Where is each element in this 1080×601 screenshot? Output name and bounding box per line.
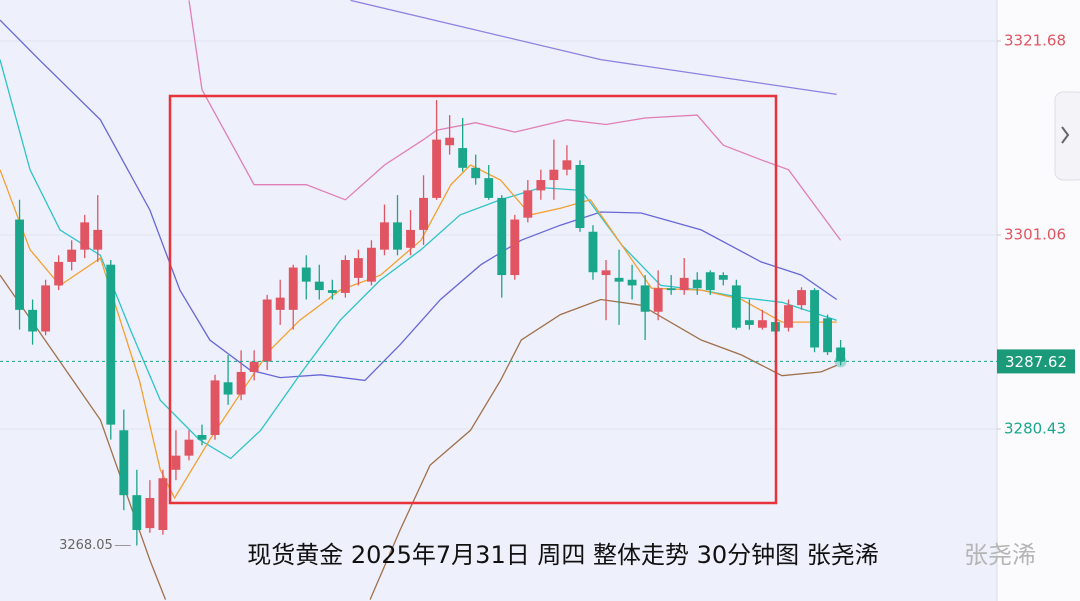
candle-body [562,160,572,170]
candle-body [744,320,754,325]
candle-body [823,318,833,353]
low-label: 3268.05 [59,538,113,553]
candle-body [601,270,611,276]
candle-body [471,167,481,179]
candle-body [458,148,468,168]
candle-body [797,290,806,306]
axis-background [997,0,1080,601]
highlight-box [168,94,778,505]
indicator-line [0,164,837,500]
candle-body [275,297,285,310]
candle-body [262,299,272,362]
candle-body [614,277,624,282]
candle-body [15,219,24,310]
candle-body [575,164,585,229]
candle-body [484,178,494,198]
candle-body [184,439,194,456]
candle-body [54,261,64,286]
indicator-line [0,19,838,382]
candle-body [236,371,246,395]
candle-body [510,219,520,276]
candle-body [731,285,741,328]
candle-body [810,290,819,348]
chevron-icon [1061,126,1070,144]
caption: 现货黄金 2025年7月31日 周四 整体走势 30分钟图 张尧浠 [247,541,879,569]
candle-body [549,169,559,181]
candle-body [393,222,402,250]
candle-body [301,267,311,282]
y-tick-label: 3301.06 [1004,225,1066,243]
candle-body [692,279,702,289]
candle-body [536,180,546,191]
candle-body [106,264,116,425]
candle-body [784,305,793,328]
price-tag-label: 3287.62 [1005,353,1067,371]
candle-body [171,455,181,470]
candle-body [836,347,846,362]
candle-body [353,258,363,278]
y-tick-label: 3321.68 [1004,32,1066,50]
candle-body [380,222,389,250]
candle-body [653,288,663,312]
candle-body [93,229,103,250]
candle-body [158,478,168,530]
candle-body [367,247,376,282]
plot-layer: 3268.05 [0,0,997,600]
candle-body [705,272,715,291]
candle-body [679,277,689,291]
candle-body [288,267,298,310]
candle-body [41,285,51,332]
indicator-line [350,0,837,96]
candle-body [80,222,90,250]
candle-body [340,260,350,293]
candle-body [197,434,207,440]
candle-body [314,281,324,291]
candle-body [327,290,337,293]
candle-body [432,139,442,198]
candle-body [406,229,415,248]
candle-body [28,309,38,332]
candle-body [210,380,220,435]
candle-body [718,275,728,280]
candle-body [627,279,637,286]
price-tag [997,349,1075,374]
candle-body [67,249,77,262]
candle-body [523,190,533,218]
candle-body [132,495,142,530]
candle-body [640,285,650,312]
indicator-line [188,0,842,241]
indicator-line [0,59,837,460]
candle-body [223,382,233,395]
candle-body [666,288,676,291]
candle-body [145,497,155,529]
candle-body [588,231,598,273]
candle-body [757,320,767,328]
candle-body [249,361,259,372]
price-dot [834,355,847,368]
watermark: 张尧浠 [964,541,1036,569]
candle-body [497,197,507,276]
candle-body [119,430,129,496]
y-tick-label: 3280.43 [1004,420,1066,438]
candle-body [445,137,455,146]
candle-body [419,197,428,230]
